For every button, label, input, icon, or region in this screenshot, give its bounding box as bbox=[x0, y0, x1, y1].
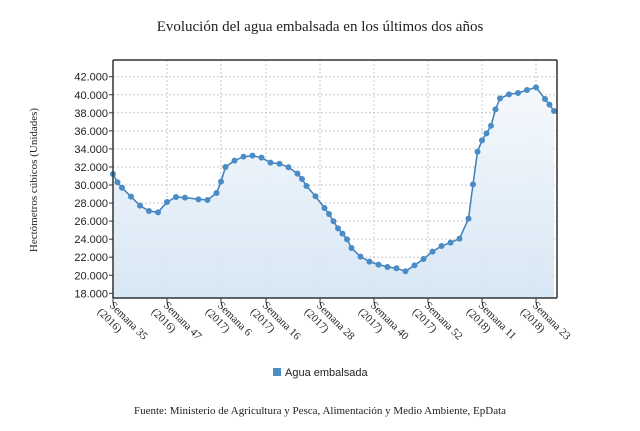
x-axis-ticks: Semana 35(2016) Semana 47(2016) Semana 6(2… bbox=[95, 297, 573, 352]
data-point bbox=[492, 106, 499, 113]
data-point bbox=[438, 243, 445, 250]
legend-label: Agua embalsada bbox=[285, 367, 368, 379]
data-point bbox=[173, 194, 179, 201]
data-point bbox=[447, 239, 454, 246]
data-point bbox=[182, 194, 188, 201]
data-point bbox=[119, 184, 125, 191]
data-point bbox=[335, 225, 341, 232]
plot-frame bbox=[112, 59, 558, 299]
data-point bbox=[456, 235, 463, 242]
data-point bbox=[339, 230, 346, 237]
data-point bbox=[402, 268, 409, 275]
data-point bbox=[488, 122, 494, 129]
y-tick-label: 32.000 bbox=[74, 162, 108, 174]
y-tick-label: 30.000 bbox=[74, 180, 108, 192]
data-point bbox=[348, 244, 355, 251]
data-point bbox=[195, 196, 202, 203]
x-tick-label: Semana 23(2018) bbox=[518, 297, 573, 352]
data-point bbox=[164, 198, 170, 205]
data-point bbox=[294, 170, 301, 177]
data-point bbox=[267, 159, 274, 166]
area-path bbox=[113, 87, 554, 298]
y-tick-label: 34.000 bbox=[74, 144, 108, 156]
data-point bbox=[366, 258, 373, 265]
data-point bbox=[321, 205, 328, 212]
data-point bbox=[218, 178, 224, 185]
data-point bbox=[393, 265, 400, 272]
data-point bbox=[326, 210, 332, 217]
data-point bbox=[465, 215, 472, 222]
data-point bbox=[474, 148, 481, 155]
data-point bbox=[542, 95, 548, 102]
data-point bbox=[231, 157, 238, 164]
y-tick-label: 40.000 bbox=[74, 90, 108, 102]
data-point bbox=[213, 189, 220, 196]
data-point bbox=[429, 248, 436, 255]
y-tick-label: 36.000 bbox=[74, 126, 108, 138]
x-tick-label: Semana 47(2016) bbox=[149, 297, 204, 352]
data-point bbox=[357, 253, 364, 260]
x-tick-label: Semana 40(2017) bbox=[356, 297, 411, 352]
y-axis-label: Hectómetros cúbicos (Unidades) bbox=[28, 108, 40, 253]
y-tick-label: 22.000 bbox=[74, 252, 108, 264]
data-point bbox=[551, 107, 557, 114]
area-fill bbox=[113, 87, 554, 298]
x-tick-label: Semana 16(2017) bbox=[248, 297, 303, 352]
data-point bbox=[240, 153, 247, 160]
y-tick-label: 24.000 bbox=[74, 234, 108, 246]
x-tick-label: Semana 6(2017) bbox=[203, 297, 254, 348]
data-point bbox=[420, 256, 427, 263]
y-tick-label: 38.000 bbox=[74, 108, 108, 120]
data-point bbox=[375, 261, 382, 268]
data-point bbox=[258, 154, 265, 161]
data-point bbox=[384, 263, 391, 270]
x-tick-label: Semana 35(2016) bbox=[95, 297, 150, 352]
x-tick-label: Semana 11(2018) bbox=[464, 297, 519, 352]
data-point bbox=[411, 262, 418, 269]
data-point bbox=[515, 90, 521, 97]
data-point bbox=[497, 95, 503, 102]
data-point bbox=[312, 193, 319, 200]
data-point bbox=[524, 87, 530, 94]
series-agua-embalsada bbox=[110, 84, 557, 275]
data-point bbox=[330, 218, 337, 225]
y-tick-label: 18.000 bbox=[74, 288, 108, 300]
data-point bbox=[204, 196, 211, 203]
data-point bbox=[276, 160, 283, 167]
data-point bbox=[128, 193, 134, 200]
data-point bbox=[546, 101, 553, 108]
y-tick-label: 42.000 bbox=[74, 72, 108, 84]
data-point bbox=[533, 84, 539, 91]
legend-swatch bbox=[273, 368, 281, 376]
data-point bbox=[285, 164, 292, 171]
y-axis-ticks: 18.000 20.000 22.000 24.000 26.000 28.000 30.0… bbox=[74, 72, 113, 300]
y-tick-label: 28.000 bbox=[74, 198, 108, 210]
data-point bbox=[479, 137, 485, 144]
data-point bbox=[137, 202, 143, 209]
x-tick-label: Semana 52(2017) bbox=[410, 297, 465, 352]
y-tick-label: 20.000 bbox=[74, 270, 108, 282]
data-point bbox=[146, 207, 152, 214]
y-tick-label: 26.000 bbox=[74, 216, 108, 228]
data-point bbox=[222, 163, 229, 170]
data-point bbox=[506, 91, 512, 98]
data-point bbox=[483, 130, 490, 137]
data-point bbox=[249, 152, 256, 159]
legend[interactable]: Agua embalsada bbox=[273, 367, 368, 379]
x-tick-label: Semana 28(2017) bbox=[302, 297, 357, 352]
source-note: Fuente: Ministerio de Agricultura y Pesc… bbox=[134, 405, 506, 417]
data-point bbox=[155, 209, 161, 216]
data-point bbox=[303, 182, 310, 189]
chart-title: Evolución del agua embalsada en los últi… bbox=[157, 19, 484, 35]
data-point bbox=[299, 175, 305, 182]
data-point bbox=[470, 181, 476, 188]
data-point bbox=[344, 236, 350, 243]
data-point bbox=[114, 179, 121, 186]
